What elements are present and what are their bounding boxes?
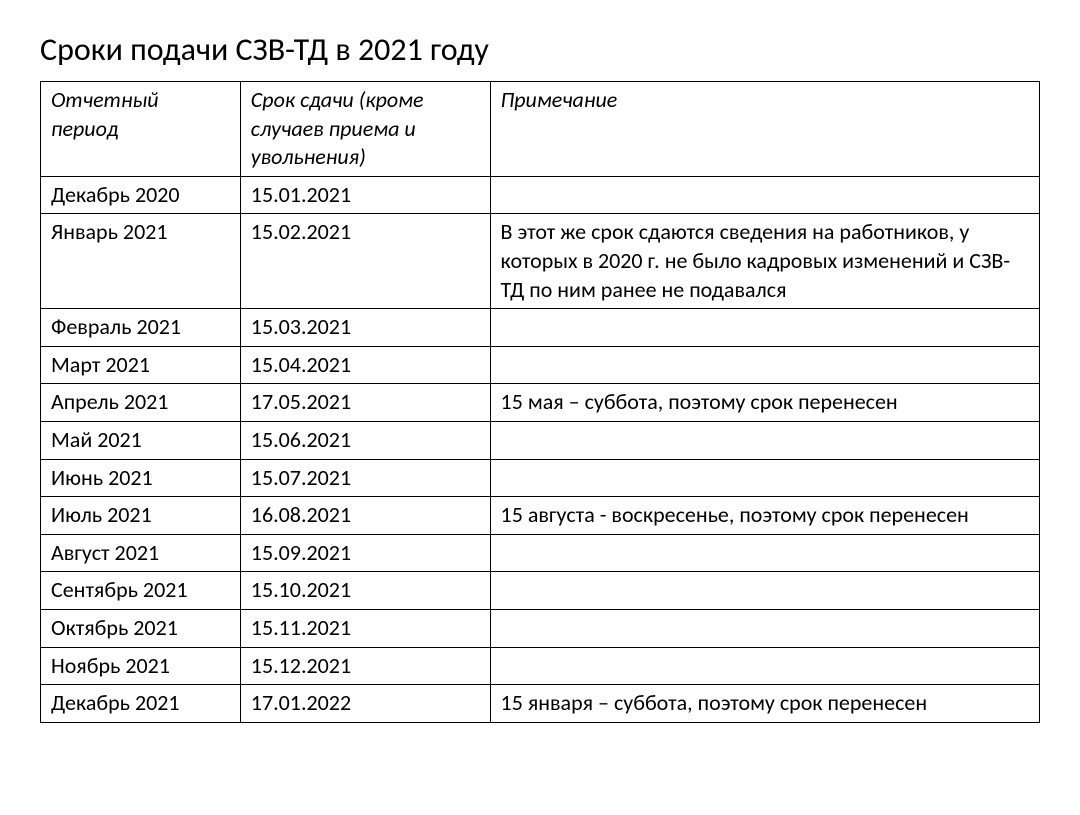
cell-note: 15 января – суббота, поэтому срок перене… <box>490 685 1039 723</box>
cell-period: Май 2021 <box>41 421 241 459</box>
cell-deadline: 15.04.2021 <box>240 346 490 384</box>
cell-deadline: 17.05.2021 <box>240 384 490 422</box>
table-row: Декабрь 2020 15.01.2021 <box>41 176 1040 214</box>
cell-note <box>490 346 1039 384</box>
cell-note <box>490 572 1039 610</box>
cell-deadline: 17.01.2022 <box>240 685 490 723</box>
cell-note <box>490 421 1039 459</box>
cell-period: Июнь 2021 <box>41 459 241 497</box>
table-row: Октябрь 2021 15.11.2021 <box>41 609 1040 647</box>
cell-period: Июль 2021 <box>41 497 241 535</box>
cell-deadline: 16.08.2021 <box>240 497 490 535</box>
table-row: Февраль 2021 15.03.2021 <box>41 309 1040 347</box>
cell-period: Декабрь 2021 <box>41 685 241 723</box>
cell-period: Декабрь 2020 <box>41 176 241 214</box>
table-row: Июнь 2021 15.07.2021 <box>41 459 1040 497</box>
col-header-period: Отчетный период <box>41 82 241 177</box>
cell-note: 15 августа - воскресенье, поэтому срок п… <box>490 497 1039 535</box>
cell-note: В этот же срок сдаются сведения на работ… <box>490 214 1039 309</box>
cell-deadline: 15.07.2021 <box>240 459 490 497</box>
cell-note: 15 мая – суббота, поэтому срок перенесен <box>490 384 1039 422</box>
cell-period: Октябрь 2021 <box>41 609 241 647</box>
cell-deadline: 15.01.2021 <box>240 176 490 214</box>
table-row: Март 2021 15.04.2021 <box>41 346 1040 384</box>
cell-note <box>490 534 1039 572</box>
cell-period: Март 2021 <box>41 346 241 384</box>
cell-note <box>490 176 1039 214</box>
cell-deadline: 15.09.2021 <box>240 534 490 572</box>
cell-note <box>490 459 1039 497</box>
table-row: Апрель 2021 17.05.2021 15 мая – суббота,… <box>41 384 1040 422</box>
cell-note <box>490 309 1039 347</box>
col-header-deadline: Срок сдачи (кроме случаев приема и уволь… <box>240 82 490 177</box>
cell-note <box>490 609 1039 647</box>
table-row: Декабрь 2021 17.01.2022 15 января – субб… <box>41 685 1040 723</box>
cell-note <box>490 647 1039 685</box>
cell-period: Январь 2021 <box>41 214 241 309</box>
cell-deadline: 15.03.2021 <box>240 309 490 347</box>
cell-deadline: 15.11.2021 <box>240 609 490 647</box>
cell-period: Февраль 2021 <box>41 309 241 347</box>
table-row: Ноябрь 2021 15.12.2021 <box>41 647 1040 685</box>
cell-period: Сентябрь 2021 <box>41 572 241 610</box>
table-row: Июль 2021 16.08.2021 15 августа - воскре… <box>41 497 1040 535</box>
table-row: Сентябрь 2021 15.10.2021 <box>41 572 1040 610</box>
cell-deadline: 15.10.2021 <box>240 572 490 610</box>
col-header-note: Примечание <box>490 82 1039 177</box>
table-row: Август 2021 15.09.2021 <box>41 534 1040 572</box>
table-row: Май 2021 15.06.2021 <box>41 421 1040 459</box>
cell-period: Ноябрь 2021 <box>41 647 241 685</box>
page-title: Сроки подачи СЗВ-ТД в 2021 году <box>40 30 1040 69</box>
cell-deadline: 15.06.2021 <box>240 421 490 459</box>
table-row: Январь 2021 15.02.2021 В этот же срок сд… <box>41 214 1040 309</box>
deadlines-table: Отчетный период Срок сдачи (кроме случае… <box>40 81 1040 723</box>
cell-deadline: 15.02.2021 <box>240 214 490 309</box>
table-header-row: Отчетный период Срок сдачи (кроме случае… <box>41 82 1040 177</box>
cell-period: Апрель 2021 <box>41 384 241 422</box>
cell-period: Август 2021 <box>41 534 241 572</box>
cell-deadline: 15.12.2021 <box>240 647 490 685</box>
